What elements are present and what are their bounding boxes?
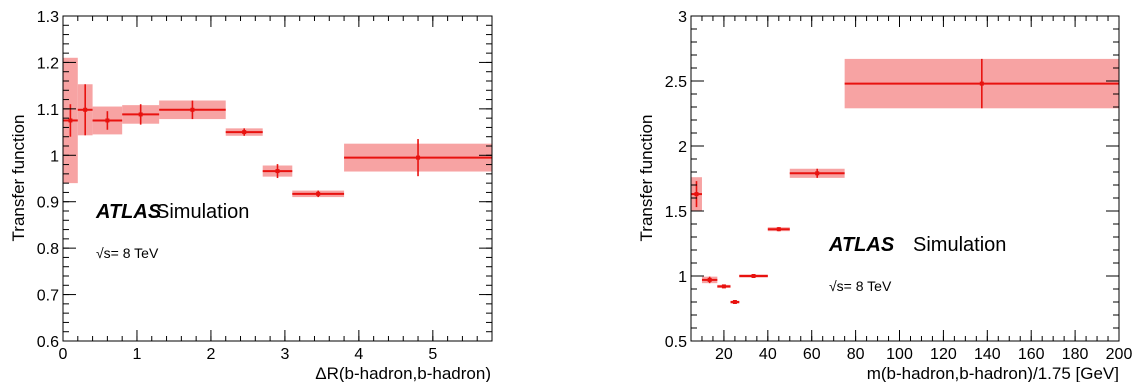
simulation-label: Simulation xyxy=(156,201,249,223)
data-point-2 xyxy=(707,277,712,282)
x-tick-label: 140 xyxy=(974,346,1001,363)
data-point-7 xyxy=(275,169,280,174)
x-axis-title: m(b-hadron,b-hadron)/1.75 [GeV] xyxy=(867,364,1119,382)
y-tick-label: 1 xyxy=(678,269,687,286)
data-point-6 xyxy=(242,130,247,135)
data-point-1 xyxy=(694,192,699,197)
y-tick-label: 0.7 xyxy=(37,288,59,305)
data-point-7 xyxy=(815,171,820,176)
energy-label: √s= 8 TeV xyxy=(829,278,892,294)
data-point-2 xyxy=(83,107,88,112)
data-point-3 xyxy=(721,284,726,289)
energy-label: √s= 8 TeV xyxy=(96,245,159,261)
plot-content xyxy=(691,58,1119,304)
y-tick-label: 0.9 xyxy=(37,195,59,212)
y-tick-label: 2 xyxy=(678,139,687,156)
plot-panel-1: 0 1 2 3 4 5 0.6 0.7 0.8 0.9 1 1.1 1.2 1.3 ΔR(b-hadron,… xyxy=(9,9,493,382)
data-point-4 xyxy=(138,112,143,117)
x-tick-label: 60 xyxy=(803,346,821,363)
x-tick-label: 4 xyxy=(354,346,363,363)
plot-content xyxy=(63,57,492,198)
y-tick-label: 0.6 xyxy=(37,334,59,351)
x-tick-label: 160 xyxy=(1018,346,1045,363)
y-tick-label: 2.5 xyxy=(665,74,687,91)
y-tick-label: 1.3 xyxy=(37,9,59,26)
atlas-label: ATLAS xyxy=(95,201,162,223)
x-tick-label: 2 xyxy=(206,346,215,363)
x-axis-title: ΔR(b-hadron,b-hadron) xyxy=(315,364,491,382)
plot-frame xyxy=(62,15,493,342)
x-tick-label: 200 xyxy=(1106,346,1133,363)
x-tick-label: 120 xyxy=(930,346,957,363)
plot-frame xyxy=(690,15,1120,342)
data-point-3 xyxy=(105,118,110,123)
data-point-1 xyxy=(68,118,73,123)
y-tick-label: 1.2 xyxy=(37,55,59,72)
simulation-label: Simulation xyxy=(913,234,1006,256)
data-point-5 xyxy=(751,274,756,278)
plot-panel-2: 20 40 60 80 100 120 140 160 180 200 0.5 1 1.5 2 2.5 3 m(… xyxy=(637,9,1132,382)
data-point-8 xyxy=(316,191,321,196)
data-point-8 xyxy=(979,81,984,86)
x-tick-label: 100 xyxy=(886,346,913,363)
x-tick-label: 3 xyxy=(280,346,289,363)
data-point-6 xyxy=(776,227,781,232)
y-tick-label: 1.5 xyxy=(665,204,687,221)
x-tick-label: 40 xyxy=(759,346,777,363)
x-tick-label: 80 xyxy=(847,346,865,363)
data-point-5 xyxy=(190,107,195,112)
y-tick-label: 1.1 xyxy=(37,102,59,119)
y-tick-label: 3 xyxy=(678,9,687,26)
data-point-9 xyxy=(416,155,421,160)
x-tick-label: 0 xyxy=(59,346,68,363)
atlas-label: ATLAS xyxy=(828,234,895,256)
y-tick-label: 1 xyxy=(50,148,59,165)
data-point-4 xyxy=(732,300,737,304)
x-tick-label: 180 xyxy=(1062,346,1089,363)
x-tick-label: 20 xyxy=(715,346,733,363)
y-axis-title: Transfer function xyxy=(637,115,656,242)
y-axis-title: Transfer function xyxy=(9,115,28,242)
x-tick-label: 5 xyxy=(428,346,437,363)
x-tick-label: 1 xyxy=(133,346,142,363)
y-tick-label: 0.8 xyxy=(37,241,59,258)
y-tick-label: 0.5 xyxy=(665,334,687,351)
